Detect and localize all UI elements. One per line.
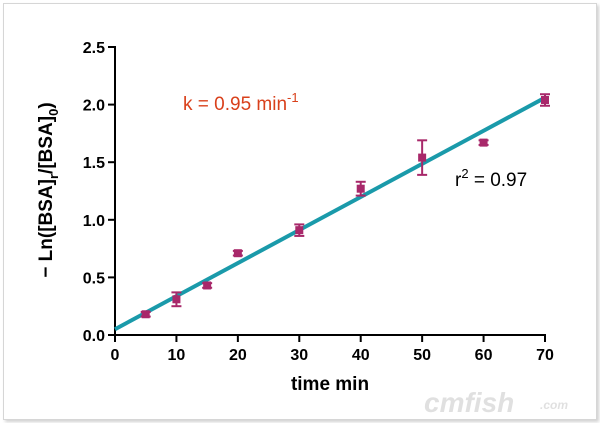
y-tick-label: 1.5 <box>83 155 105 172</box>
data-point <box>418 153 427 162</box>
data-point <box>203 281 212 290</box>
data-points <box>141 95 549 319</box>
k-annotation-sup: -1 <box>287 90 299 105</box>
y-tick-label: 0.0 <box>83 328 105 345</box>
y-axis-title: − Ln([BSA]r/[BSA]0) <box>36 102 61 277</box>
y-ticks: 0.0 0.5 1.0 1.5 2.0 2.5 <box>83 40 115 345</box>
data-point <box>172 295 181 304</box>
x-axis-title: time min <box>291 374 369 395</box>
x-tick-label: 0 <box>111 347 120 364</box>
r2-annotation: r2 = 0.97 <box>455 166 527 191</box>
fit-line <box>114 95 546 332</box>
x-ticks: 0 10 20 30 40 50 60 70 <box>111 335 554 364</box>
k-annotation-text: k = 0.95 min <box>183 94 287 115</box>
x-tick-label: 60 <box>475 347 493 364</box>
y-axis-title-sub-r: r <box>46 174 61 179</box>
axes <box>114 46 546 336</box>
data-point <box>295 226 304 235</box>
data-point <box>541 95 549 104</box>
y-axis-title-part-3: ) <box>36 102 57 108</box>
x-tick-label: 50 <box>413 347 431 364</box>
data-point <box>141 310 150 319</box>
x-tick-label: 70 <box>536 347 554 364</box>
r2-annotation-value: = 0.97 <box>469 170 528 191</box>
data-point <box>356 184 365 193</box>
y-axis-title-part-2: /[BSA] <box>36 116 57 174</box>
y-tick-label: 2.5 <box>83 40 105 57</box>
chart-frame <box>3 3 597 420</box>
y-tick-label: 1.0 <box>83 213 105 230</box>
data-point <box>479 138 488 147</box>
data-point <box>233 249 242 258</box>
y-axis-title-sub-0: 0 <box>46 109 61 116</box>
watermark-text: cmfish <box>424 387 514 418</box>
x-tick-label: 10 <box>168 347 186 364</box>
r2-annotation-sup: 2 <box>461 166 468 181</box>
watermark: cmfish .com <box>424 387 568 418</box>
k-annotation: k = 0.95 min-1 <box>183 90 299 115</box>
x-tick-label: 20 <box>229 347 247 364</box>
watermark-domain: .com <box>540 398 568 412</box>
y-axis-title-part-1: − Ln([BSA] <box>36 179 57 278</box>
x-tick-label: 30 <box>290 347 308 364</box>
y-tick-label: 2.0 <box>83 98 105 115</box>
x-tick-label: 40 <box>352 347 370 364</box>
y-tick-label: 0.5 <box>83 270 105 287</box>
r2-annotation-r: r <box>455 170 462 191</box>
